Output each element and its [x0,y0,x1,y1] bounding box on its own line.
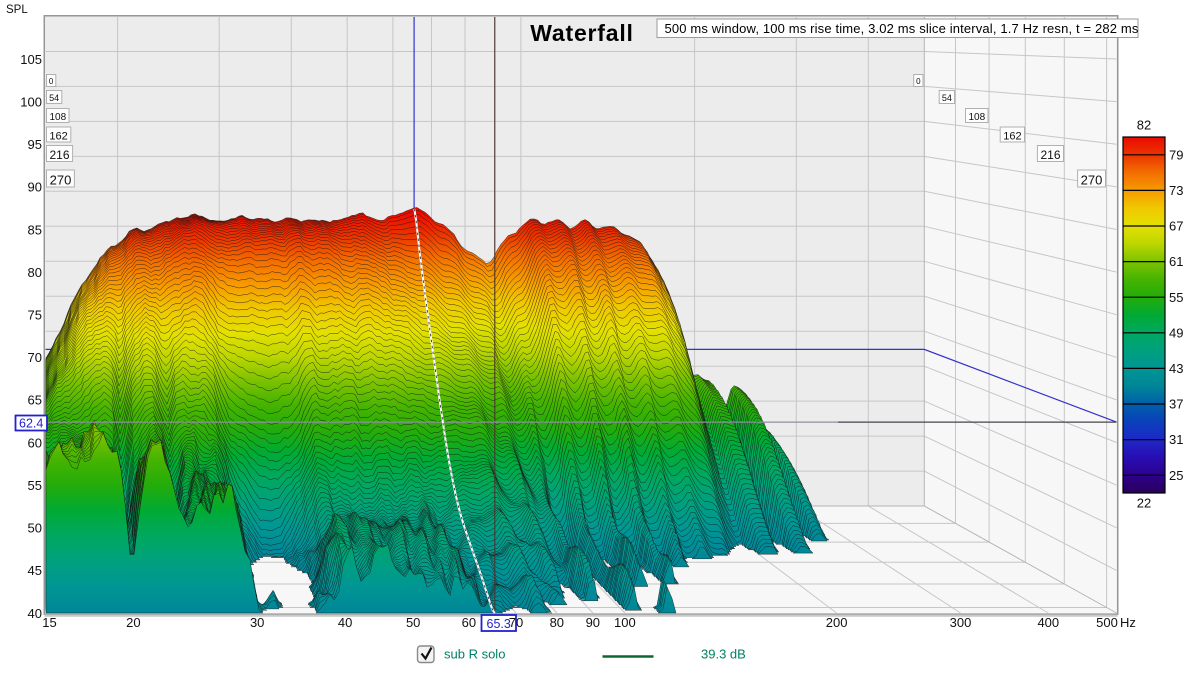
svg-text:39.3 dB: 39.3 dB [701,647,746,662]
svg-text:SPL: SPL [6,4,28,16]
svg-text:95: 95 [28,137,42,152]
svg-text:65.3: 65.3 [487,617,511,631]
svg-text:200: 200 [826,615,848,630]
svg-text:500: 500 [1096,615,1118,630]
svg-text:85: 85 [28,222,42,237]
svg-text:90: 90 [586,615,600,630]
svg-text:50: 50 [406,615,420,630]
svg-text:25: 25 [1169,468,1183,483]
svg-text:79: 79 [1169,147,1183,162]
svg-text:50: 50 [28,521,42,536]
svg-text:270: 270 [50,172,72,187]
svg-text:90: 90 [28,180,42,195]
svg-text:54: 54 [49,93,59,103]
svg-text:108: 108 [49,112,66,123]
svg-text:162: 162 [49,130,67,142]
svg-text:45: 45 [28,563,42,578]
svg-text:65: 65 [28,393,42,408]
svg-text:75: 75 [28,307,42,322]
svg-text:0: 0 [916,77,921,86]
svg-text:31: 31 [1169,432,1183,447]
svg-text:80: 80 [550,615,564,630]
svg-text:60: 60 [462,615,476,630]
svg-text:55: 55 [1169,290,1183,305]
svg-text:30: 30 [250,615,264,630]
svg-text:22: 22 [1137,496,1151,511]
svg-text:70: 70 [28,350,42,365]
svg-text:55: 55 [28,478,42,493]
svg-text:60: 60 [28,435,42,450]
svg-text:37: 37 [1169,397,1183,412]
svg-text:40: 40 [28,606,42,621]
svg-text:67: 67 [1169,219,1183,234]
svg-text:270: 270 [1081,172,1103,187]
svg-text:0: 0 [49,77,54,86]
svg-text:70: 70 [509,615,523,630]
svg-text:40: 40 [338,615,352,630]
svg-text:20: 20 [126,615,140,630]
svg-text:100: 100 [614,615,636,630]
svg-text:49: 49 [1169,325,1183,340]
svg-text:61: 61 [1169,254,1183,269]
svg-text:15: 15 [42,615,56,630]
svg-text:43: 43 [1169,361,1183,376]
svg-text:500 ms window, 100 ms rise tim: 500 ms window, 100 ms rise time, 3.02 ms… [665,21,1139,36]
svg-text:216: 216 [49,148,69,162]
svg-text:216: 216 [1040,148,1060,162]
svg-text:Waterfall: Waterfall [530,20,633,46]
svg-text:100: 100 [20,94,42,109]
svg-text:162: 162 [1003,130,1021,142]
svg-text:62.4: 62.4 [19,417,43,431]
svg-text:Hz: Hz [1120,615,1136,630]
svg-text:82: 82 [1137,118,1151,133]
svg-text:54: 54 [942,93,952,103]
svg-text:400: 400 [1037,615,1059,630]
svg-text:sub R solo: sub R solo [444,647,505,662]
svg-text:73: 73 [1169,183,1183,198]
svg-text:105: 105 [20,52,42,67]
svg-text:300: 300 [950,615,972,630]
svg-text:108: 108 [968,112,985,123]
svg-text:80: 80 [28,265,42,280]
